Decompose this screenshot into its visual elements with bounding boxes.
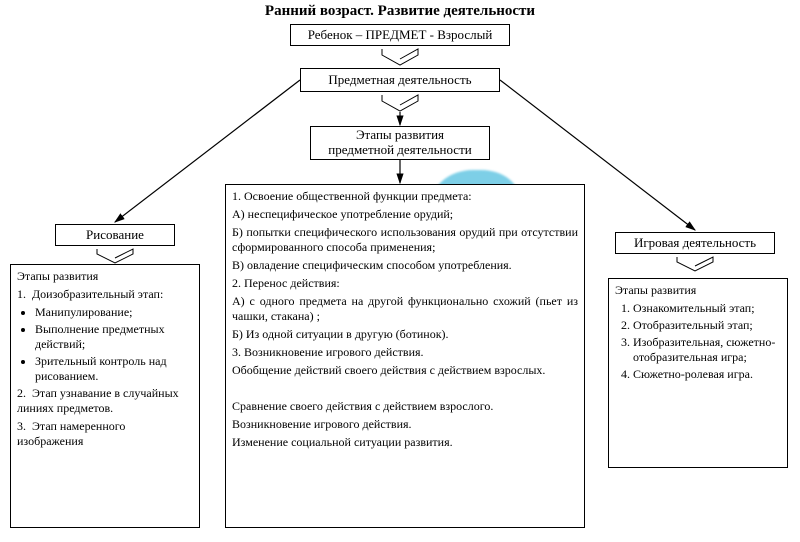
node-subject: Предметная деятельность bbox=[300, 68, 500, 92]
play-heading: Этапы развития bbox=[615, 283, 781, 298]
block-drawing-stages: Этапы развития 1. Доизобразительный этап… bbox=[10, 264, 200, 528]
play-item-1: Ознакомительный этап; bbox=[633, 301, 781, 316]
drawing-bullet-1: Манипулирование; bbox=[35, 305, 193, 320]
center-line: А) неспецифическое употребление орудий; bbox=[232, 207, 578, 222]
drawing-bullet-2: Выполнение предметных действий; bbox=[35, 322, 193, 352]
center-line: Б) Из одной ситуации в другую (ботинок). bbox=[232, 327, 578, 342]
play-item-4: Сюжетно-ролевая игра. bbox=[633, 367, 781, 382]
drawing-item-3: 3. Этап намеренного изображения bbox=[17, 419, 193, 449]
diagram-title: Ранний возраст. Развитие деятельности bbox=[0, 3, 800, 20]
diagram-canvas: Схемо.рф Ранний возраст. Развитие деятел… bbox=[0, 0, 800, 542]
center-line: 1. Освоение общественной функции предмет… bbox=[232, 189, 578, 204]
center-line: Сравнение своего действия с действием вз… bbox=[232, 399, 578, 414]
center-line: 3. Возникновение игрового действия. bbox=[232, 345, 578, 360]
chevron-down-icon bbox=[380, 47, 420, 67]
drawing-bullet-3: Зрительный контроль над рисованием. bbox=[35, 354, 193, 384]
center-line: Б) попытки специфического использования … bbox=[232, 225, 578, 255]
center-line bbox=[232, 381, 578, 396]
chevron-down-icon bbox=[675, 255, 715, 273]
center-line: В) овладение специфическим способом упот… bbox=[232, 258, 578, 273]
drawing-item-1: 1. Доизобразительный этап: bbox=[17, 287, 193, 302]
node-play: Игровая деятельность bbox=[615, 232, 775, 254]
block-play-stages: Этапы развития Ознакомительный этап; Ото… bbox=[608, 278, 788, 468]
play-item-3: Изобразительная, сюжетно-отобразительная… bbox=[633, 335, 781, 365]
center-line: 2. Перенос действия: bbox=[232, 276, 578, 291]
center-line: А) с одного предмета на другой функциона… bbox=[232, 294, 578, 324]
drawing-item-2: 2. Этап узнавание в случайных линиях пре… bbox=[17, 386, 193, 416]
node-stages: Этапы развития предметной деятельности bbox=[310, 126, 490, 160]
drawing-heading: Этапы развития bbox=[17, 269, 193, 284]
play-item-2: Отобразительный этап; bbox=[633, 318, 781, 333]
chevron-down-icon bbox=[95, 247, 135, 265]
center-line: Возникновение игрового действия. bbox=[232, 417, 578, 432]
center-line: Обобщение действий своего действия с дей… bbox=[232, 363, 578, 378]
node-top: Ребенок – ПРЕДМЕТ - Взрослый bbox=[290, 24, 510, 46]
chevron-down-icon bbox=[380, 93, 420, 113]
node-drawing: Рисование bbox=[55, 224, 175, 246]
block-center: 1. Освоение общественной функции предмет… bbox=[225, 184, 585, 528]
center-line: Изменение социальной ситуации развития. bbox=[232, 435, 578, 450]
